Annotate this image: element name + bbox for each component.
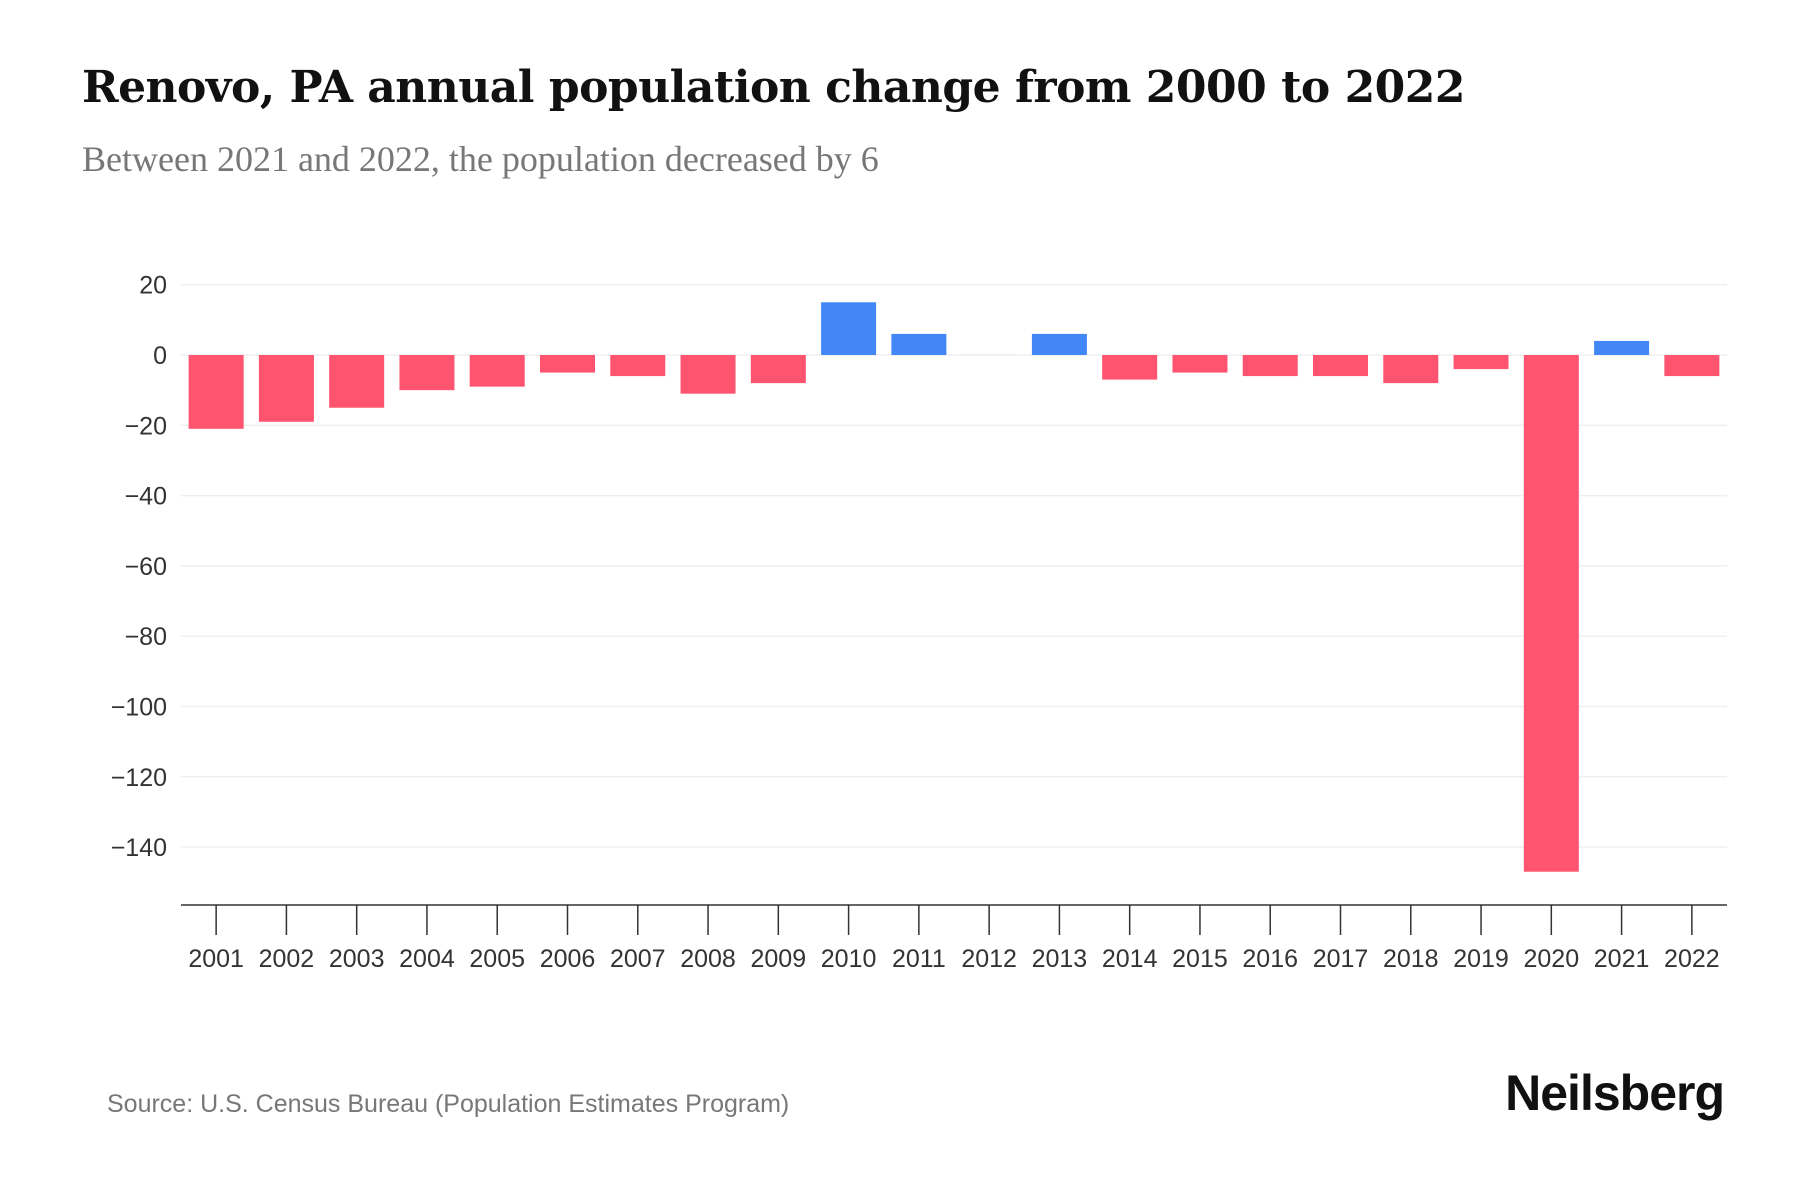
y-tick-label: −60	[125, 553, 167, 581]
bar-2010	[821, 302, 877, 355]
y-tick-label: −140	[111, 834, 167, 862]
y-tick-label: −40	[125, 483, 167, 511]
x-tick-label: 2002	[259, 945, 315, 973]
y-tick-label: −20	[125, 412, 167, 440]
bar-2013	[1031, 333, 1087, 355]
y-tick-label: 0	[153, 342, 167, 370]
x-tick-label: 2014	[1102, 945, 1158, 973]
x-tick-label: 2010	[821, 945, 877, 973]
x-tick-label: 2019	[1453, 945, 1509, 973]
bar-2018	[1383, 355, 1439, 384]
x-tick-label: 2015	[1172, 945, 1228, 973]
y-tick-label: −120	[111, 764, 167, 792]
bar-2019	[1453, 355, 1509, 370]
bar-2001	[188, 355, 244, 429]
bar-2002	[258, 355, 314, 422]
x-tick-label: 2020	[1524, 945, 1580, 973]
bar-2004	[399, 355, 455, 391]
bar-2003	[329, 355, 385, 408]
bar-2017	[1313, 355, 1368, 377]
bar-2006	[540, 355, 595, 373]
chart-title: Renovo, PA annual population change from…	[82, 62, 1466, 113]
bar-2008	[680, 355, 736, 394]
x-tick-label: 2009	[751, 945, 807, 973]
y-tick-label: 20	[139, 272, 167, 300]
bar-2015	[1172, 355, 1228, 373]
x-tick-label: 2016	[1242, 945, 1298, 973]
bar-2022	[1664, 355, 1720, 377]
bar-2009	[750, 355, 806, 384]
bar-2014	[1102, 355, 1158, 380]
x-tick-label: 2021	[1594, 945, 1650, 973]
bar-2005	[469, 355, 525, 387]
x-tick-label: 2018	[1383, 945, 1439, 973]
x-tick-label: 2001	[188, 945, 244, 973]
x-tick-label: 2011	[892, 945, 946, 973]
chart-subtitle: Between 2021 and 2022, the population de…	[82, 139, 879, 179]
x-tick-label: 2013	[1032, 945, 1088, 973]
y-tick-label: −100	[111, 694, 167, 722]
x-tick-label: 2022	[1664, 945, 1720, 973]
bar-2007	[610, 355, 666, 377]
neilsberg-logo: Neilsberg	[1505, 1065, 1725, 1121]
y-tick-label: −80	[125, 623, 167, 651]
bar-2021	[1594, 340, 1650, 355]
x-tick-label: 2005	[469, 945, 525, 973]
x-tick-label: 2012	[961, 945, 1017, 973]
bar-2011	[891, 333, 947, 355]
bar-2016	[1242, 355, 1298, 377]
x-tick-label: 2006	[540, 945, 596, 973]
bar-2020	[1523, 355, 1579, 872]
x-tick-label: 2004	[399, 945, 455, 973]
x-tick-label: 2003	[329, 945, 385, 973]
x-tick-label: 2017	[1313, 945, 1369, 973]
x-tick-label: 2008	[680, 945, 736, 973]
source-note: Source: U.S. Census Bureau (Population E…	[107, 1090, 790, 1118]
x-tick-label: 2007	[610, 945, 666, 973]
